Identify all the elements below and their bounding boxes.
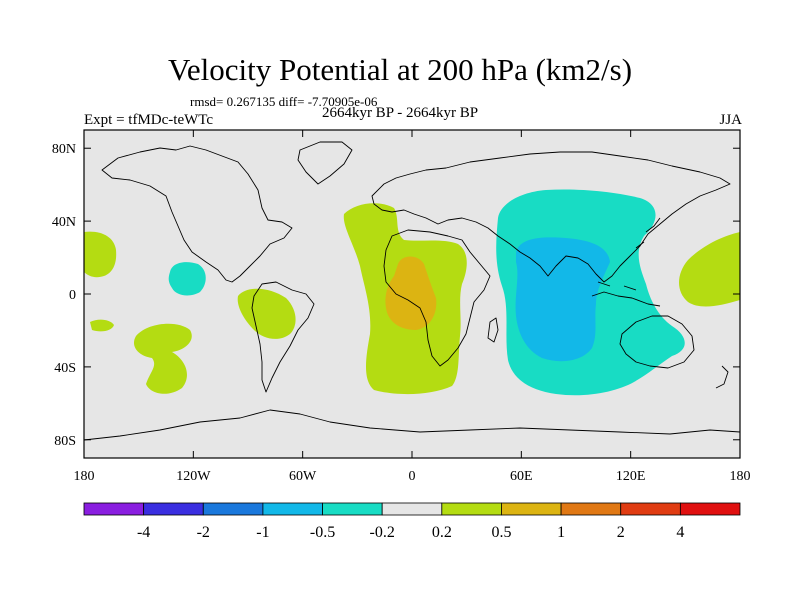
coastline-australia — [619, 315, 695, 369]
colorbar-label: 0.2 — [432, 524, 452, 541]
colorbar-label: -0.5 — [310, 524, 335, 541]
coastline-north-america — [101, 145, 293, 283]
experiment-label: Expt = tfMDc-teWTc — [84, 112, 214, 128]
y-tick-label: 80N — [52, 142, 76, 157]
colorbar-label: 0.5 — [491, 524, 511, 541]
x-tick-label: 120E — [616, 469, 646, 484]
y-tick-label: 0 — [69, 288, 76, 303]
contour-fill-central-africa — [385, 256, 437, 330]
coastline-japan — [635, 217, 661, 249]
contour-fill-north-pacific-west — [84, 231, 117, 278]
x-tick-label: 0 — [409, 469, 416, 484]
colorbar-swatch — [381, 502, 443, 516]
colorbar-swatch — [679, 502, 741, 516]
coastline-greenland — [297, 141, 353, 185]
colorbar-swatch — [202, 502, 264, 516]
colorbar-label: 1 — [557, 524, 565, 541]
colorbar-swatch — [83, 502, 145, 516]
x-tick-label: 180 — [74, 469, 95, 484]
coastline-new-zealand — [715, 365, 729, 389]
coastline-africa — [383, 229, 491, 367]
contour-fill-south-pacific — [133, 323, 192, 394]
colorbar-label: -2 — [197, 524, 210, 541]
x-tick-label: 60W — [289, 469, 317, 484]
coastline-madagascar — [487, 317, 499, 343]
colorbar-swatch — [322, 502, 383, 516]
y-tick-label: 40S — [54, 361, 76, 376]
colorbar-swatch — [620, 502, 681, 516]
season-label: JJA — [719, 112, 742, 128]
colorbar-swatch — [501, 502, 562, 516]
coastline-maritime-continent — [591, 281, 661, 307]
y-tick-label: 80S — [54, 434, 76, 449]
coastlines — [84, 141, 740, 441]
chart-title: Velocity Potential at 200 hPa (km2/s) — [167, 52, 633, 87]
coastline-antarctica — [84, 409, 740, 441]
contour-fill-layer — [84, 189, 740, 396]
coastline-europe-asia — [371, 151, 731, 283]
colorbar-swatch — [262, 502, 323, 516]
coastline-south-america — [251, 281, 315, 393]
contour-fill-northeast-pacific — [168, 262, 206, 296]
contour-fill-indian-ocean-core — [515, 237, 610, 362]
colorbar-swatch — [441, 502, 502, 516]
axes: 180 120W 60W 0 60E 120E 180 80N 40N 0 40S 80S — [52, 130, 751, 484]
colorbar-label: -1 — [256, 524, 269, 541]
contour-fill-south-pacific-small — [90, 319, 114, 332]
colorbar-label: 2 — [617, 524, 625, 541]
contour-fill-east-pacific — [237, 288, 296, 339]
period-label: 2664kyr BP - 2664kyr BP — [321, 105, 479, 121]
colorbar-label: 4 — [676, 524, 684, 541]
colorbar-label: -4 — [137, 524, 150, 541]
colorbar: -4 -2 -1 -0.5 -0.2 0.2 0.5 1 2 4 — [83, 502, 741, 541]
x-tick-label: 120W — [176, 469, 211, 484]
y-tick-label: 40N — [52, 215, 76, 230]
rmsd-diff-stats: rmsd= 0.267135 diff= -7.70905e-06 — [190, 94, 378, 109]
x-tick-label: 60E — [510, 469, 533, 484]
colorbar-label: -0.2 — [370, 524, 395, 541]
colorbar-swatch — [143, 502, 204, 516]
x-tick-label: 180 — [730, 469, 751, 484]
contour-fill-west-pacific — [679, 232, 740, 307]
colorbar-swatch — [560, 502, 622, 516]
